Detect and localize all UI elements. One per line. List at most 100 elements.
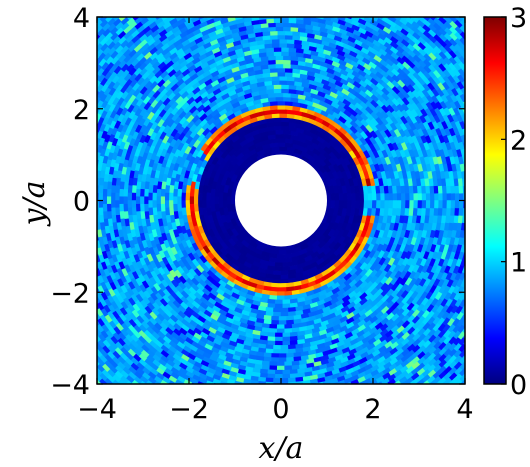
- heatmap-cell: [65, 134, 71, 142]
- heatmap-cell: [392, 200, 398, 209]
- heatmap-cell: [479, 215, 484, 223]
- heatmap-cell: [349, 6, 357, 12]
- heatmap-cell: [77, 156, 83, 164]
- heatmap-cell: [270, 0, 278, 2]
- heatmap-cell: [53, 197, 57, 204]
- heatmap-cell: [276, 104, 286, 110]
- heatmap-cell: [264, 394, 272, 399]
- heatmap-cell: [477, 163, 482, 171]
- heatmap-cell: [330, 8, 338, 14]
- heatmap-cell: [257, 3, 265, 8]
- heatmap-cell: [303, 418, 311, 423]
- heatmap-cell: [454, 200, 460, 209]
- heatmap-cell: [61, 186, 66, 194]
- heatmap-cell: [346, 403, 354, 409]
- heatmap-cell: [271, 42, 280, 48]
- heatmap-cell: [341, 396, 349, 402]
- heatmap-cell: [471, 286, 478, 294]
- heatmap-cell: [253, 410, 261, 415]
- heatmap-cell: [280, 88, 289, 94]
- heatmap-cell: [342, 391, 350, 397]
- heatmap-cell: [139, 203, 145, 213]
- heatmap-cell: [182, 6, 190, 13]
- heatmap-cell: [273, 88, 282, 94]
- heatmap-cell: [276, 254, 286, 259]
- heatmap-cell: [299, 402, 307, 407]
- heatmap-cell: [88, 226, 93, 234]
- heatmap-cell: [274, 92, 284, 98]
- heatmap-cell: [253, 406, 261, 411]
- heatmap-cell: [90, 189, 94, 197]
- heatmap-cell: [276, 71, 286, 77]
- heatmap-cell: [167, 5, 175, 12]
- heatmap-cell: [355, 3, 363, 10]
- heatmap-cell: [278, 42, 287, 48]
- heatmap-cell: [85, 233, 90, 241]
- heatmap-cell: [471, 107, 478, 115]
- heatmap-cell: [280, 84, 289, 90]
- heatmap-cell: [467, 185, 472, 193]
- heatmap-cell: [346, 192, 353, 201]
- heatmap-cell: [78, 244, 84, 252]
- heatmap-cell: [272, 6, 280, 10]
- heatmap-cell: [287, 2, 295, 6]
- heatmap-cell: [471, 80, 478, 88]
- heatmap-cell: [259, 415, 267, 420]
- heatmap-cell: [327, 401, 335, 407]
- heatmap-cell: [211, 387, 219, 393]
- heatmap-cell: [57, 241, 63, 249]
- heatmap-cell: [290, 407, 298, 412]
- heatmap-cell: [209, 400, 217, 406]
- heatmap-cell: [197, 8, 205, 15]
- heatmap-cell: [158, 5, 167, 12]
- heatmap-cell: [67, 167, 72, 175]
- heatmap-cell: [276, 34, 286, 40]
- heatmap-cell: [171, 0, 180, 5]
- heatmap-cell: [376, 192, 382, 201]
- heatmap-cell: [348, 394, 356, 400]
- heatmap-cell: [67, 141, 73, 149]
- heatmap-cell: [375, 386, 383, 393]
- heatmap-cell: [301, 3, 309, 8]
- heatmap-cell: [328, 0, 336, 5]
- heatmap-cell: [272, 125, 282, 131]
- heatmap-cell: [476, 286, 483, 294]
- heatmap-cell: [323, 11, 331, 17]
- heatmap-cell: [318, 411, 326, 416]
- heatmap-cell: [321, 0, 329, 3]
- heatmap-cell: [341, 401, 349, 407]
- heatmap-cell: [84, 265, 90, 273]
- heatmap-cell: [98, 192, 103, 201]
- heatmap-cell: [474, 93, 481, 101]
- heatmap-cell: [255, 0, 263, 4]
- heatmap-cell: [342, 3, 350, 9]
- heatmap-cell: [197, 386, 205, 393]
- heatmap-cell: [479, 178, 484, 186]
- heatmap-cell: [54, 167, 59, 175]
- heatmap-cell: [236, 415, 244, 420]
- heatmap-cell: [273, 307, 282, 313]
- heatmap-cell: [87, 258, 93, 266]
- heatmap-cell: [75, 248, 81, 256]
- heatmap-cell: [274, 336, 284, 342]
- heatmap-cell: [82, 83, 89, 91]
- heatmap-cell: [71, 248, 77, 256]
- heatmap-cell: [346, 408, 354, 414]
- heatmap-cell: [278, 316, 288, 321]
- heatmap-cell: [323, 6, 331, 12]
- heatmap-cell: [276, 324, 286, 330]
- heatmap-cell: [469, 299, 476, 307]
- heatmap-cell: [84, 127, 90, 135]
- heatmap-cell: [127, 200, 132, 209]
- heatmap-cell: [249, 3, 257, 8]
- heatmap-cell: [472, 141, 478, 149]
- heatmap-cell: [67, 127, 73, 135]
- heatmap-cell: [342, 192, 349, 201]
- heatmap-cell: [282, 59, 291, 65]
- heatmap-cell: [88, 167, 93, 175]
- heatmap-cell: [475, 113, 482, 121]
- heatmap-cell: [187, 0, 195, 2]
- heatmap-cell: [442, 200, 448, 209]
- heatmap-cell: [62, 262, 68, 270]
- heatmap-cell: [218, 5, 226, 11]
